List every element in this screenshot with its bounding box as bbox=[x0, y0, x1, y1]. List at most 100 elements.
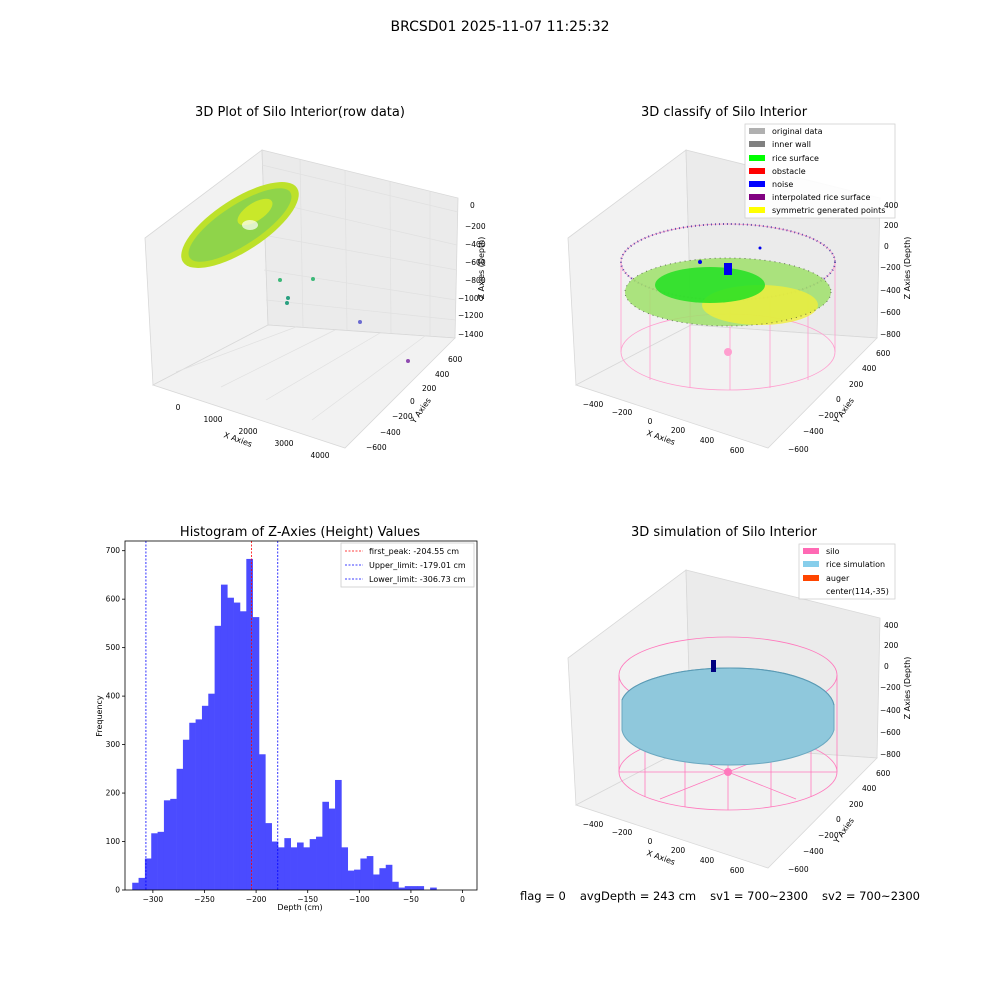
hist-bar bbox=[297, 842, 304, 890]
raw-point-cloud bbox=[181, 182, 299, 268]
svg-text:−400: −400 bbox=[380, 428, 401, 437]
svg-text:600: 600 bbox=[730, 866, 745, 875]
svg-text:−400: −400 bbox=[465, 240, 486, 249]
hist-bar bbox=[176, 768, 184, 890]
svg-text:0: 0 bbox=[648, 417, 653, 426]
hist-legend: first_peak: -204.55 cm Upper_limit: -179… bbox=[340, 542, 475, 588]
svg-text:−1000: −1000 bbox=[458, 294, 484, 303]
svg-text:−400: −400 bbox=[803, 427, 824, 436]
status-footer: flag = 0 avgDepth = 243 cm sv1 = 700~2300 s… bbox=[520, 889, 934, 903]
hist-bar bbox=[417, 886, 425, 890]
hist-bar bbox=[271, 841, 279, 890]
svg-text:400: 400 bbox=[700, 856, 715, 865]
legend-swatch-silo bbox=[803, 548, 819, 554]
hist-bar bbox=[151, 833, 158, 890]
hist-bar bbox=[303, 847, 310, 890]
svg-text:600: 600 bbox=[730, 446, 745, 455]
legend-swatch-rice-surface bbox=[749, 155, 765, 161]
hist-bar bbox=[316, 836, 323, 890]
hist-xtick-label: −300 bbox=[143, 895, 164, 904]
svg-text:200: 200 bbox=[422, 384, 437, 393]
legend-swatch-inner-wall bbox=[749, 141, 765, 147]
svg-text:1000: 1000 bbox=[203, 415, 222, 424]
svg-text:200: 200 bbox=[849, 380, 864, 389]
legend-swatch-interpolated bbox=[749, 194, 765, 200]
hist-ytick-label: 500 bbox=[106, 643, 121, 652]
hist-bar bbox=[328, 808, 336, 890]
svg-text:400: 400 bbox=[700, 436, 715, 445]
figure-title: BRCSD01 2025-11-07 11:25:32 bbox=[390, 19, 609, 35]
hist-bar bbox=[341, 847, 349, 890]
raw-outlier-points bbox=[278, 277, 410, 363]
raw-panel-title: 3D Plot of Silo Interior(row data) bbox=[195, 105, 405, 120]
svg-text:−200: −200 bbox=[818, 411, 839, 420]
hist-bar bbox=[201, 705, 209, 890]
svg-text:400: 400 bbox=[862, 364, 877, 373]
svg-text:−400: −400 bbox=[880, 706, 901, 715]
svg-text:2000: 2000 bbox=[238, 427, 257, 436]
svg-text:0: 0 bbox=[884, 662, 889, 671]
classify-yticks: 600 400 200 0 −200 −400 −600 bbox=[788, 349, 891, 454]
svg-text:original data: original data bbox=[772, 127, 823, 136]
svg-text:0: 0 bbox=[836, 815, 841, 824]
hist-xtick-label: −250 bbox=[194, 895, 215, 904]
svg-text:silo: silo bbox=[826, 547, 840, 556]
hist-bar bbox=[347, 870, 355, 890]
hist-bar bbox=[366, 856, 374, 890]
svg-text:200: 200 bbox=[671, 846, 686, 855]
hist-bar bbox=[284, 838, 291, 890]
svg-text:−600: −600 bbox=[880, 728, 901, 737]
hist-bar bbox=[163, 800, 171, 890]
raw-floor-pane bbox=[151, 324, 456, 449]
hist-bar bbox=[404, 886, 412, 890]
svg-text:0: 0 bbox=[836, 395, 841, 404]
hist-bar bbox=[385, 864, 393, 890]
svg-text:600: 600 bbox=[876, 769, 891, 778]
classify-legend: original data inner wall rice surface ob… bbox=[744, 123, 896, 219]
hist-bar bbox=[214, 625, 222, 890]
avg-depth-text: avgDepth = 243 cm bbox=[579, 889, 697, 903]
hist-bar bbox=[195, 719, 203, 890]
hist-plot-area: −300 −250 −200 −150 −100 −50 0 0 100 200 300 400 500… bbox=[106, 541, 465, 904]
hist-bar bbox=[239, 611, 247, 890]
svg-text:200: 200 bbox=[671, 426, 686, 435]
svg-text:−800: −800 bbox=[880, 750, 901, 759]
hist-xtick-label: −200 bbox=[246, 895, 267, 904]
hist-bar bbox=[309, 839, 317, 890]
svg-text:rice simulation: rice simulation bbox=[826, 560, 885, 569]
raw-xticks: 0 1000 2000 3000 4000 bbox=[176, 403, 330, 460]
hist-bar bbox=[227, 597, 234, 890]
hist-bar bbox=[354, 869, 361, 890]
svg-text:−200: −200 bbox=[612, 408, 633, 417]
hist-bar bbox=[258, 754, 266, 890]
classify-floor-pane bbox=[574, 324, 878, 449]
sim-yticks: 600 400 200 0 −200 −400 −600 bbox=[788, 769, 891, 874]
sim-xticks: −400 −200 0 200 400 600 bbox=[583, 820, 745, 875]
legend-swatch-original-data bbox=[749, 128, 765, 134]
svg-text:−1200: −1200 bbox=[458, 311, 484, 320]
hist-bar bbox=[132, 882, 139, 890]
svg-text:200: 200 bbox=[884, 641, 899, 650]
panel-classify-3d: 3D classify of Silo Interior original bbox=[567, 105, 912, 455]
simulation-legend: silo rice simulation auger center(114,-3… bbox=[798, 543, 896, 600]
panel-histogram: Histogram of Z-Axies (Height) Values −30… bbox=[95, 525, 478, 912]
hist-bar bbox=[189, 722, 196, 890]
legend-swatch-rice-simulation bbox=[803, 561, 819, 567]
hist-ytick-label: 200 bbox=[106, 789, 121, 798]
legend-swatch-auger bbox=[803, 575, 819, 581]
classify-zlabel: Z Axies (Depth) bbox=[903, 237, 912, 300]
hist-xtick-label: −100 bbox=[349, 895, 370, 904]
svg-text:first_peak: -204.55 cm: first_peak: -204.55 cm bbox=[369, 547, 459, 556]
legend-swatch-noise bbox=[749, 181, 765, 187]
svg-text:interpolated rice surface: interpolated rice surface bbox=[772, 193, 870, 202]
svg-text:noise: noise bbox=[772, 180, 793, 189]
hist-ytick-label: 700 bbox=[106, 546, 121, 555]
hist-bar bbox=[233, 602, 241, 890]
hist-xtick-label: −50 bbox=[403, 895, 419, 904]
hist-bar bbox=[157, 831, 165, 890]
hist-bar bbox=[208, 693, 215, 890]
hist-xtick-label: −150 bbox=[297, 895, 318, 904]
svg-text:−200: −200 bbox=[612, 828, 633, 837]
svg-text:rice surface: rice surface bbox=[772, 154, 819, 163]
